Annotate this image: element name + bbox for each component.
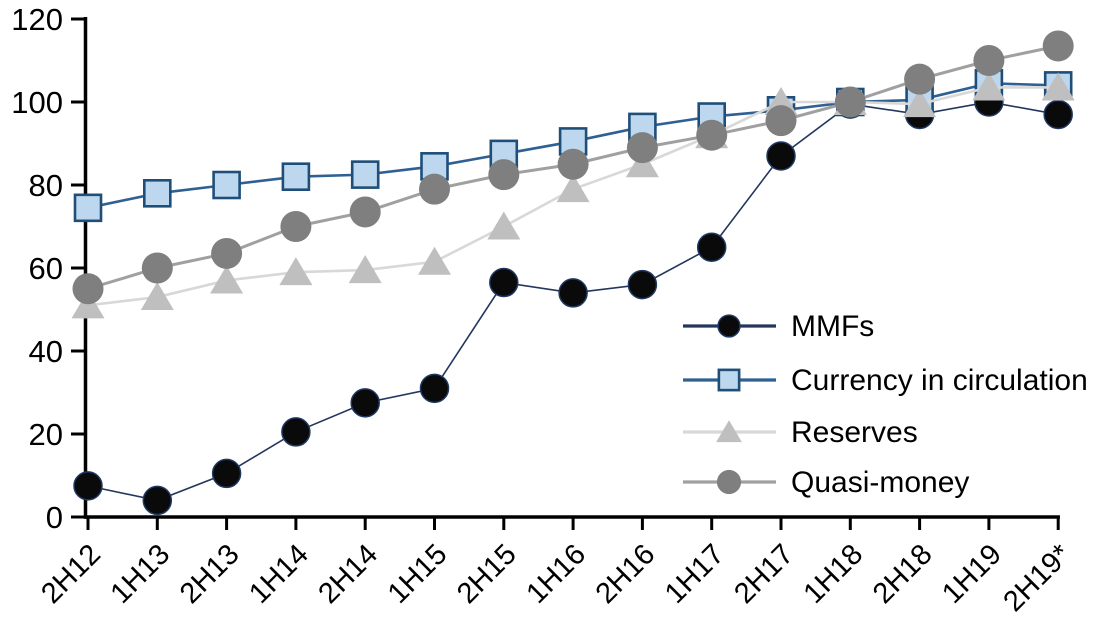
legend: MMFs Currency in circulation Reserves Qu… [683, 310, 1088, 499]
legend-label-currency-in-circulation: Currency in circulation [791, 364, 1088, 397]
data-point-marker [211, 458, 242, 489]
data-point-marker [73, 193, 103, 223]
data-point-marker [717, 314, 741, 338]
data-point-marker [279, 257, 313, 286]
data-point-marker [557, 148, 589, 180]
x-axis-tick-label: 1H19 [936, 538, 1008, 610]
x-axis-tick-label: 1H17 [659, 538, 731, 610]
x-axis-tick-label: 2H14 [312, 538, 384, 610]
legend-marker-reserves [683, 420, 776, 443]
legend-label-reserves: Reserves [791, 416, 918, 449]
data-point-marker [71, 290, 105, 319]
data-point-marker [696, 119, 728, 151]
y-axis-tick-label: 120 [11, 2, 63, 37]
legend-label-quasi-money: Quasi-money [791, 466, 969, 499]
data-point-marker [627, 269, 658, 300]
x-axis-tick-label: 2H17 [728, 538, 800, 610]
x-axis-tick-label: 2H16 [590, 538, 662, 610]
legend-marker-currency-in-circulation [683, 368, 776, 392]
legend-marker-mmfs [683, 314, 776, 338]
x-axis-tick-label: 2H18 [867, 538, 939, 610]
data-point-marker [696, 232, 727, 262]
data-point-marker [717, 368, 741, 392]
x-axis-tick-label: 1H15 [382, 538, 454, 610]
data-point-marker [834, 86, 866, 118]
data-point-marker [143, 179, 172, 208]
data-point-marker [558, 278, 588, 308]
data-point-marker [904, 63, 936, 95]
legend-marker-quasi-money [683, 469, 776, 495]
data-point-marker [419, 173, 450, 205]
data-point-marker [766, 141, 796, 171]
data-point-marker [210, 265, 244, 294]
data-point-marker [716, 420, 742, 443]
data-point-marker [716, 469, 742, 495]
data-point-marker [350, 160, 380, 189]
data-point-marker [281, 417, 311, 447]
series-mmfs [73, 87, 1073, 516]
data-point-marker [141, 252, 173, 284]
data-point-marker [142, 485, 173, 516]
data-point-marker [488, 159, 520, 191]
x-axis-tick-label: 1H14 [243, 538, 315, 610]
data-point-marker [418, 246, 451, 275]
data-point-marker [489, 267, 519, 298]
data-point-marker [765, 105, 797, 137]
data-point-marker [626, 132, 658, 164]
x-axis-tick-label: 1H18 [798, 538, 870, 610]
y-axis-tick-label: 100 [11, 85, 63, 120]
x-axis-tick-label: 2H19* [998, 538, 1078, 618]
data-point-marker [212, 170, 241, 200]
data-point-marker [1042, 30, 1074, 62]
legend-label-mmfs: MMFs [791, 310, 874, 343]
data-point-marker [903, 89, 937, 118]
data-point-marker [973, 45, 1005, 76]
data-point-marker [73, 471, 103, 501]
data-point-marker [1041, 72, 1075, 101]
data-point-marker [419, 373, 450, 404]
data-point-marker [281, 162, 311, 191]
data-point-marker [349, 196, 381, 228]
y-axis-tick-label: 60 [29, 251, 63, 286]
data-point-marker [972, 72, 1006, 101]
y-axis-tick-label: 40 [29, 334, 63, 369]
data-point-marker [487, 211, 521, 240]
data-point-marker [556, 174, 590, 203]
data-point-marker [72, 273, 104, 305]
data-point-marker [280, 211, 312, 242]
data-point-marker [348, 255, 382, 284]
data-point-marker [211, 237, 243, 269]
x-axis-tick-label: 1H16 [520, 538, 592, 610]
x-axis-tick-label: 2H12 [35, 538, 107, 610]
y-axis-tick-label: 80 [29, 168, 63, 203]
x-axis-tick-label: 2H13 [174, 538, 246, 610]
plot-area: 0204060801001202H121H132H131H142H141H152… [11, 2, 1077, 618]
x-axis-tick-label: 1H13 [105, 538, 177, 610]
y-axis-tick-label: 20 [29, 417, 63, 452]
data-point-marker [625, 149, 659, 178]
y-axis-tick-label: 0 [46, 500, 63, 535]
series-quasi-money [72, 30, 1074, 305]
data-point-marker [350, 388, 380, 418]
data-point-marker [1043, 99, 1073, 130]
x-axis-tick-label: 2H15 [451, 538, 523, 610]
data-point-marker [140, 282, 174, 311]
